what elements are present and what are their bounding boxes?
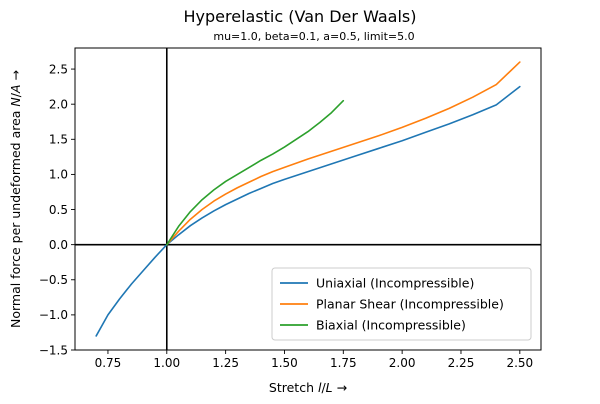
x-tick-label: 2.00	[389, 356, 416, 370]
x-tick-label: 1.50	[271, 356, 298, 370]
y-tick-label: −1.0	[39, 308, 68, 322]
legend: Uniaxial (Incompressible) Planar Shear (I…	[271, 267, 532, 341]
chart-title: Hyperelastic (Van Der Waals)	[184, 7, 417, 26]
series-layer	[95, 61, 521, 337]
legend-label: Planar Shear (Incompressible)	[316, 297, 504, 312]
y-tick-label: 2.5	[49, 62, 68, 76]
legend-box	[271, 267, 532, 341]
x-tick-label: 0.75	[95, 356, 122, 370]
x-tick-label: 1.00	[153, 356, 180, 370]
x-tick-label: 1.75	[330, 356, 357, 370]
y-tick-label: 0.0	[49, 238, 68, 252]
y-tick-label: −0.5	[39, 273, 68, 287]
x-axis: 0.75 1.00 1.25 1.50 1.75 2.00 2.25 2.50	[95, 350, 533, 370]
x-tick-label: 2.25	[448, 356, 475, 370]
y-tick-label: 1.5	[49, 133, 68, 147]
y-tick-label: −1.5	[39, 343, 68, 357]
reference-lines	[75, 48, 541, 350]
x-axis-label: Stretch l/L →	[269, 380, 347, 395]
y-tick-label: 0.5	[49, 203, 68, 217]
x-tick-label: 1.25	[212, 356, 239, 370]
x-tick-label: 2.50	[506, 356, 533, 370]
legend-label: Uniaxial (Incompressible)	[316, 276, 474, 291]
series-line-2	[165, 61, 521, 246]
plot-frame	[74, 47, 542, 351]
legend-label: Biaxial (Incompressible)	[316, 318, 466, 333]
y-tick-label: 1.0	[49, 168, 68, 182]
series-line-3	[165, 99, 345, 246]
chart-subtitle: mu=1.0, beta=0.1, a=0.5, limit=5.0	[213, 30, 414, 43]
series-line-1	[95, 85, 521, 337]
y-axis-label: Normal force per undeformed area N/A →	[8, 70, 23, 328]
y-axis: −1.5 −1.0 −0.5 0.0 0.5 1.0 1.5 2.0 2.5	[39, 62, 75, 357]
y-tick-label: 2.0	[49, 97, 68, 111]
